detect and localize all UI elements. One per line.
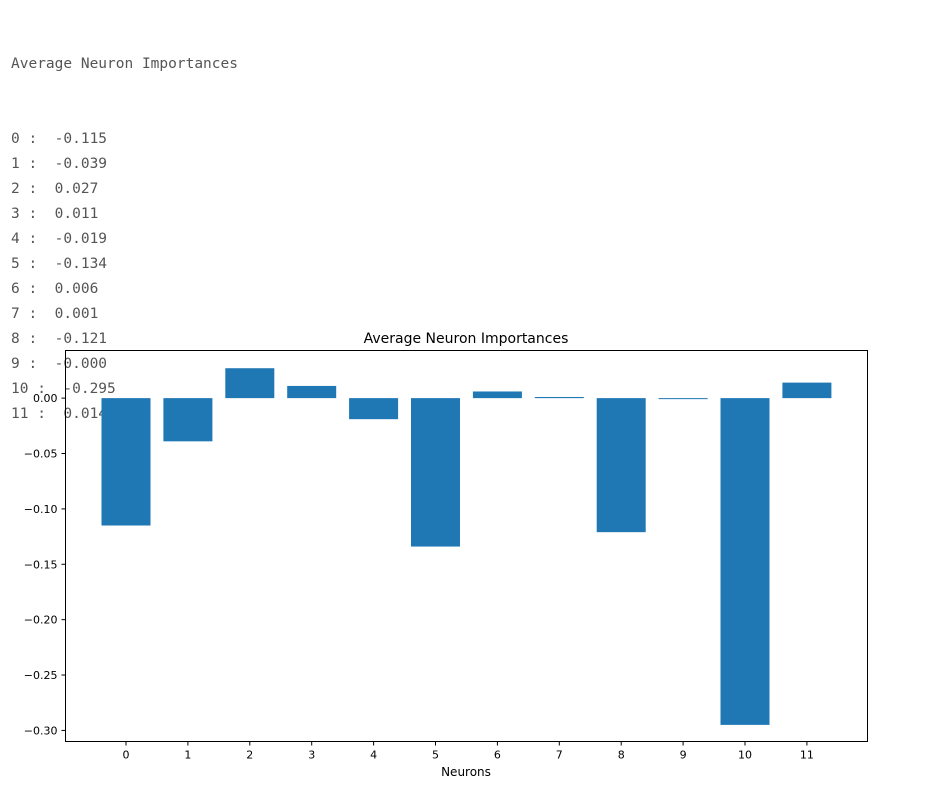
console-line-value: -0.000: [54, 356, 108, 372]
console-line: 1 : -0.039: [11, 152, 238, 177]
console-line-value: -0.121: [54, 331, 108, 347]
console-line-index: 1: [11, 156, 20, 172]
console-line-value: -0.019: [54, 231, 108, 247]
x-tick-label: 0: [123, 749, 130, 762]
x-tick-label: 1: [184, 749, 191, 762]
chart-title: Average Neuron Importances: [364, 331, 569, 347]
console-line-value: 0.014: [63, 406, 108, 422]
plot-frame: [65, 350, 868, 742]
x-tick-label: 5: [432, 749, 439, 762]
console-line-separator: :: [28, 381, 64, 397]
console-line-index: 0: [11, 131, 20, 147]
console-line-value: -0.295: [63, 381, 116, 397]
console-line: 4 : -0.019: [11, 227, 238, 252]
console-line-separator: :: [19, 156, 55, 172]
x-tick-label: 9: [680, 749, 687, 762]
y-tick-label: −0.05: [24, 448, 58, 461]
bar-neuron-11: [782, 382, 832, 399]
bar-neuron-6: [472, 391, 522, 399]
console-line-value: -0.134: [54, 256, 108, 272]
y-tick-label: −0.25: [24, 669, 58, 682]
bar-neuron-9: [658, 398, 708, 400]
console-line: 7 : 0.001: [11, 302, 238, 327]
x-tick-label: 6: [494, 749, 501, 762]
console-line-index: 11: [11, 406, 29, 422]
bar-neuron-10: [720, 398, 770, 725]
console-line-value: 0.001: [54, 306, 99, 322]
x-axis-label: Neurons: [441, 765, 491, 779]
console-line-separator: :: [19, 181, 55, 197]
console-lines: 0 : -0.115 1 : -0.039 2 : 0.027 3 : 0.011 4 …: [11, 127, 238, 427]
console-line: 5 : -0.134: [11, 252, 238, 277]
console-line-separator: :: [19, 281, 55, 297]
console-output: Average Neuron Importances 0 : -0.115 1 :…: [11, 2, 238, 452]
console-line-index: 4: [11, 231, 20, 247]
console-line-separator: :: [19, 256, 55, 272]
y-tick-label: −0.10: [24, 503, 58, 516]
bar-neuron-3: [287, 385, 337, 399]
bar-neuron-5: [411, 398, 460, 547]
y-tick-label: −0.20: [24, 614, 58, 627]
console-line: 9 : -0.000: [11, 352, 238, 377]
y-tick-label: −0.15: [24, 558, 58, 571]
y-axis: 0.00 −0.05 −0.10 −0.15 −0.20 −0.25 −0.30: [24, 392, 66, 737]
console-line: 10 : -0.295: [11, 377, 238, 402]
console-line-separator: :: [19, 331, 55, 347]
console-line-index: 5: [11, 256, 20, 272]
bar-neuron-2: [225, 368, 275, 399]
console-header: Average Neuron Importances: [11, 56, 238, 72]
x-tick-label: 2: [246, 749, 253, 762]
console-line: 8 : -0.121: [11, 327, 238, 352]
console-line-separator: :: [19, 306, 55, 322]
bars-group: [101, 368, 832, 725]
console-line-index: 9: [11, 356, 20, 372]
bar-neuron-1: [163, 398, 213, 442]
x-tick-label: 7: [556, 749, 563, 762]
console-line: 6 : 0.006: [11, 277, 238, 302]
bar-neuron-0: [101, 398, 151, 526]
x-tick-label: 4: [370, 749, 377, 762]
console-line: 3 : 0.011: [11, 202, 238, 227]
y-tick-label: −0.30: [24, 724, 58, 737]
console-line-value: -0.115: [54, 131, 108, 147]
console-line-value: 0.006: [54, 281, 99, 297]
console-line-index: 8: [11, 331, 20, 347]
console-line: 2 : 0.027: [11, 177, 238, 202]
console-line-index: 7: [11, 306, 20, 322]
console-line-separator: :: [28, 406, 64, 422]
bar-neuron-4: [349, 398, 399, 420]
bar-neuron-7: [534, 397, 584, 399]
console-line-value: 0.027: [54, 181, 99, 197]
x-tick-label: 11: [800, 749, 814, 762]
console-line-index: 6: [11, 281, 20, 297]
x-tick-label: 3: [308, 749, 315, 762]
console-line-separator: :: [19, 131, 55, 147]
x-tick-label: 8: [618, 749, 625, 762]
x-axis: 0 1 2 3 4 5 6 7 8 9 10 11: [123, 741, 814, 762]
console-line-separator: :: [19, 231, 55, 247]
console-line-value: -0.039: [54, 156, 108, 172]
console-line-index: 10: [11, 381, 29, 397]
x-tick-label: 10: [738, 749, 752, 762]
console-line-separator: :: [19, 206, 55, 222]
console-line-index: 2: [11, 181, 20, 197]
console-line: 11 : 0.014: [11, 402, 238, 427]
console-line: 0 : -0.115: [11, 127, 238, 152]
console-line-separator: :: [19, 356, 55, 372]
y-tick-label: 0.00: [33, 392, 58, 405]
console-line-value: 0.011: [54, 206, 99, 222]
console-line-index: 3: [11, 206, 20, 222]
bar-neuron-8: [596, 398, 646, 533]
